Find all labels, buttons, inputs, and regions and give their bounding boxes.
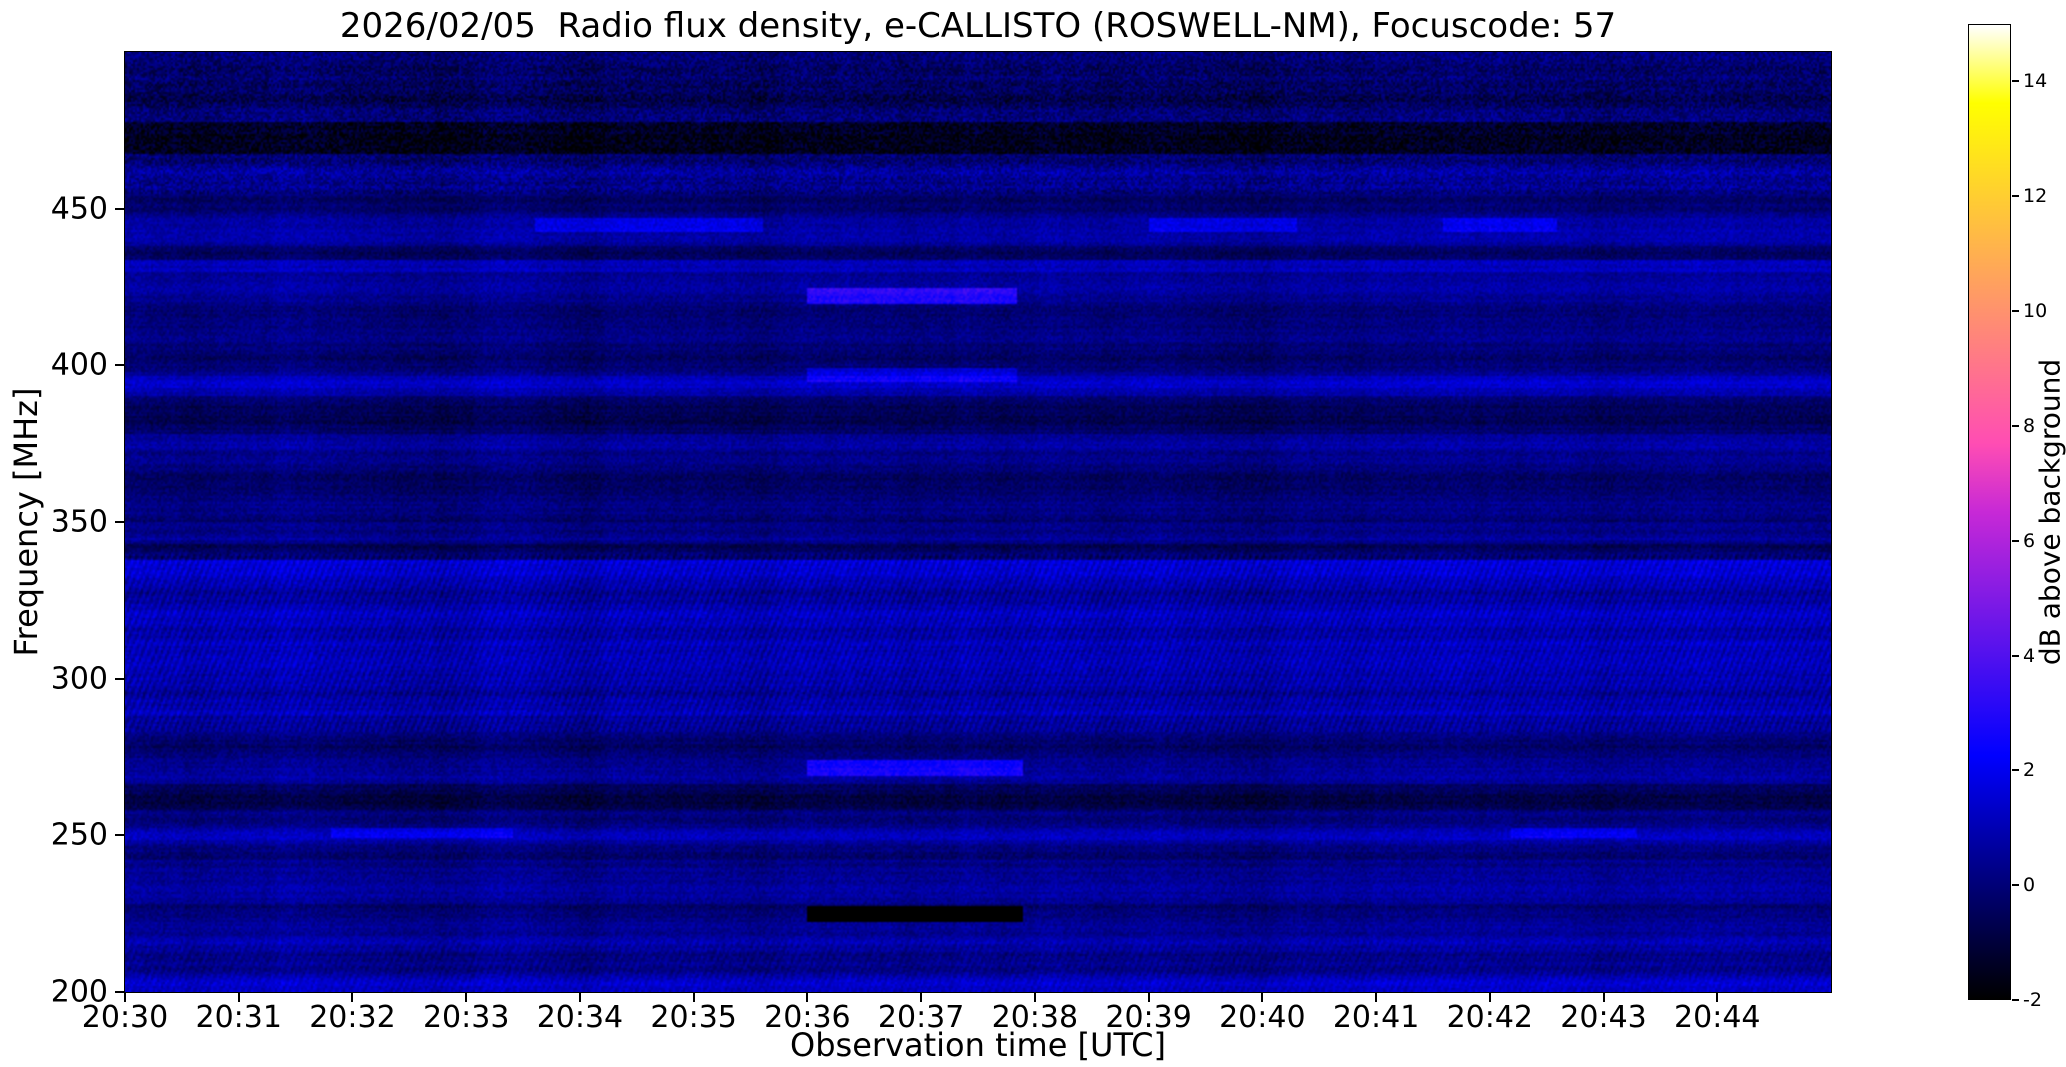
colorbar-tick-mark [2012, 769, 2019, 772]
y-tick-mark [115, 364, 124, 367]
x-tick-label: 20:44 [1674, 1000, 1761, 1035]
colorbar-tick-label: 10 [2023, 300, 2048, 323]
x-tick-label: 20:36 [764, 1000, 851, 1035]
x-tick-label: 20:33 [422, 1000, 510, 1035]
x-tick-mark [465, 993, 468, 1002]
y-tick-label: 300 [50, 661, 108, 697]
plot-title: 2026/02/05 Radio flux density, e-CALLIST… [339, 6, 1617, 46]
y-tick-label: 200 [50, 974, 108, 1010]
x-tick-mark [124, 993, 126, 1002]
colorbar-tick-mark [2012, 310, 2019, 313]
colorbar-tick-label: 4 [2023, 644, 2036, 667]
colorbar-tick-label: 0 [2023, 874, 2036, 897]
colorbar [1968, 24, 2011, 1000]
colorbar-tick-label: 8 [2023, 414, 2036, 437]
colorbar-label: dB above background [2033, 358, 2066, 666]
colorbar-tick-label: 6 [2023, 529, 2036, 552]
y-tick-mark [115, 834, 124, 837]
x-tick-label: 20:38 [991, 1000, 1079, 1035]
colorbar-tick-mark [2012, 999, 2019, 1001]
y-tick-label: 400 [50, 347, 108, 383]
y-tick-mark [115, 521, 124, 523]
colorbar-tick-label: 2 [2023, 759, 2036, 782]
colorbar-tick-mark [2012, 654, 2019, 657]
colorbar-tick-label: 14 [2023, 70, 2048, 93]
colorbar-tick-mark [2012, 884, 2019, 887]
x-tick-mark [1033, 993, 1036, 1002]
x-tick-mark [1488, 993, 1491, 1002]
x-tick-label: 20:37 [877, 1000, 965, 1035]
y-tick-label: 350 [50, 504, 108, 540]
x-tick-label: 20:30 [81, 1000, 169, 1035]
x-tick-mark [1375, 993, 1378, 1002]
x-tick-label: 20:34 [536, 1000, 624, 1035]
colorbar-tick-label: -2 [2023, 989, 2042, 1011]
x-tick-label: 20:40 [1219, 1000, 1306, 1035]
x-tick-label: 20:43 [1560, 1000, 1647, 1035]
y-tick-label: 250 [50, 817, 108, 853]
x-tick-mark [578, 993, 581, 1002]
x-tick-label: 20:32 [309, 1000, 396, 1035]
colorbar-tick-label: 12 [2023, 185, 2048, 208]
y-tick-mark [115, 991, 124, 993]
x-tick-label: 20:42 [1446, 1000, 1534, 1035]
x-tick-mark [1602, 993, 1605, 1002]
x-tick-mark [692, 993, 695, 1002]
x-tick-label: 20:31 [195, 1000, 282, 1035]
x-tick-mark [237, 993, 240, 1002]
y-tick-mark [115, 207, 124, 210]
x-tick-mark [806, 993, 809, 1002]
colorbar-tick-mark [2012, 80, 2019, 83]
x-tick-mark [1261, 993, 1264, 1002]
x-tick-label: 20:41 [1332, 1000, 1420, 1035]
x-tick-mark [920, 993, 923, 1002]
y-tick-mark [115, 677, 124, 680]
x-tick-mark [351, 993, 354, 1002]
x-tick-label: 20:35 [650, 1000, 737, 1035]
colorbar-tick-mark [2012, 424, 2019, 427]
spectrogram-plot-area [125, 52, 1831, 992]
x-tick-mark [1147, 993, 1150, 1002]
colorbar-tick-mark [2012, 195, 2019, 198]
spectrogram-canvas [125, 52, 1831, 992]
y-tick-label: 450 [50, 191, 108, 227]
colorbar-tick-mark [2012, 539, 2019, 542]
x-axis-label: Observation time [UTC] [790, 1026, 1166, 1064]
x-tick-label: 20:39 [1105, 1000, 1192, 1035]
x-tick-mark [1716, 993, 1719, 1002]
